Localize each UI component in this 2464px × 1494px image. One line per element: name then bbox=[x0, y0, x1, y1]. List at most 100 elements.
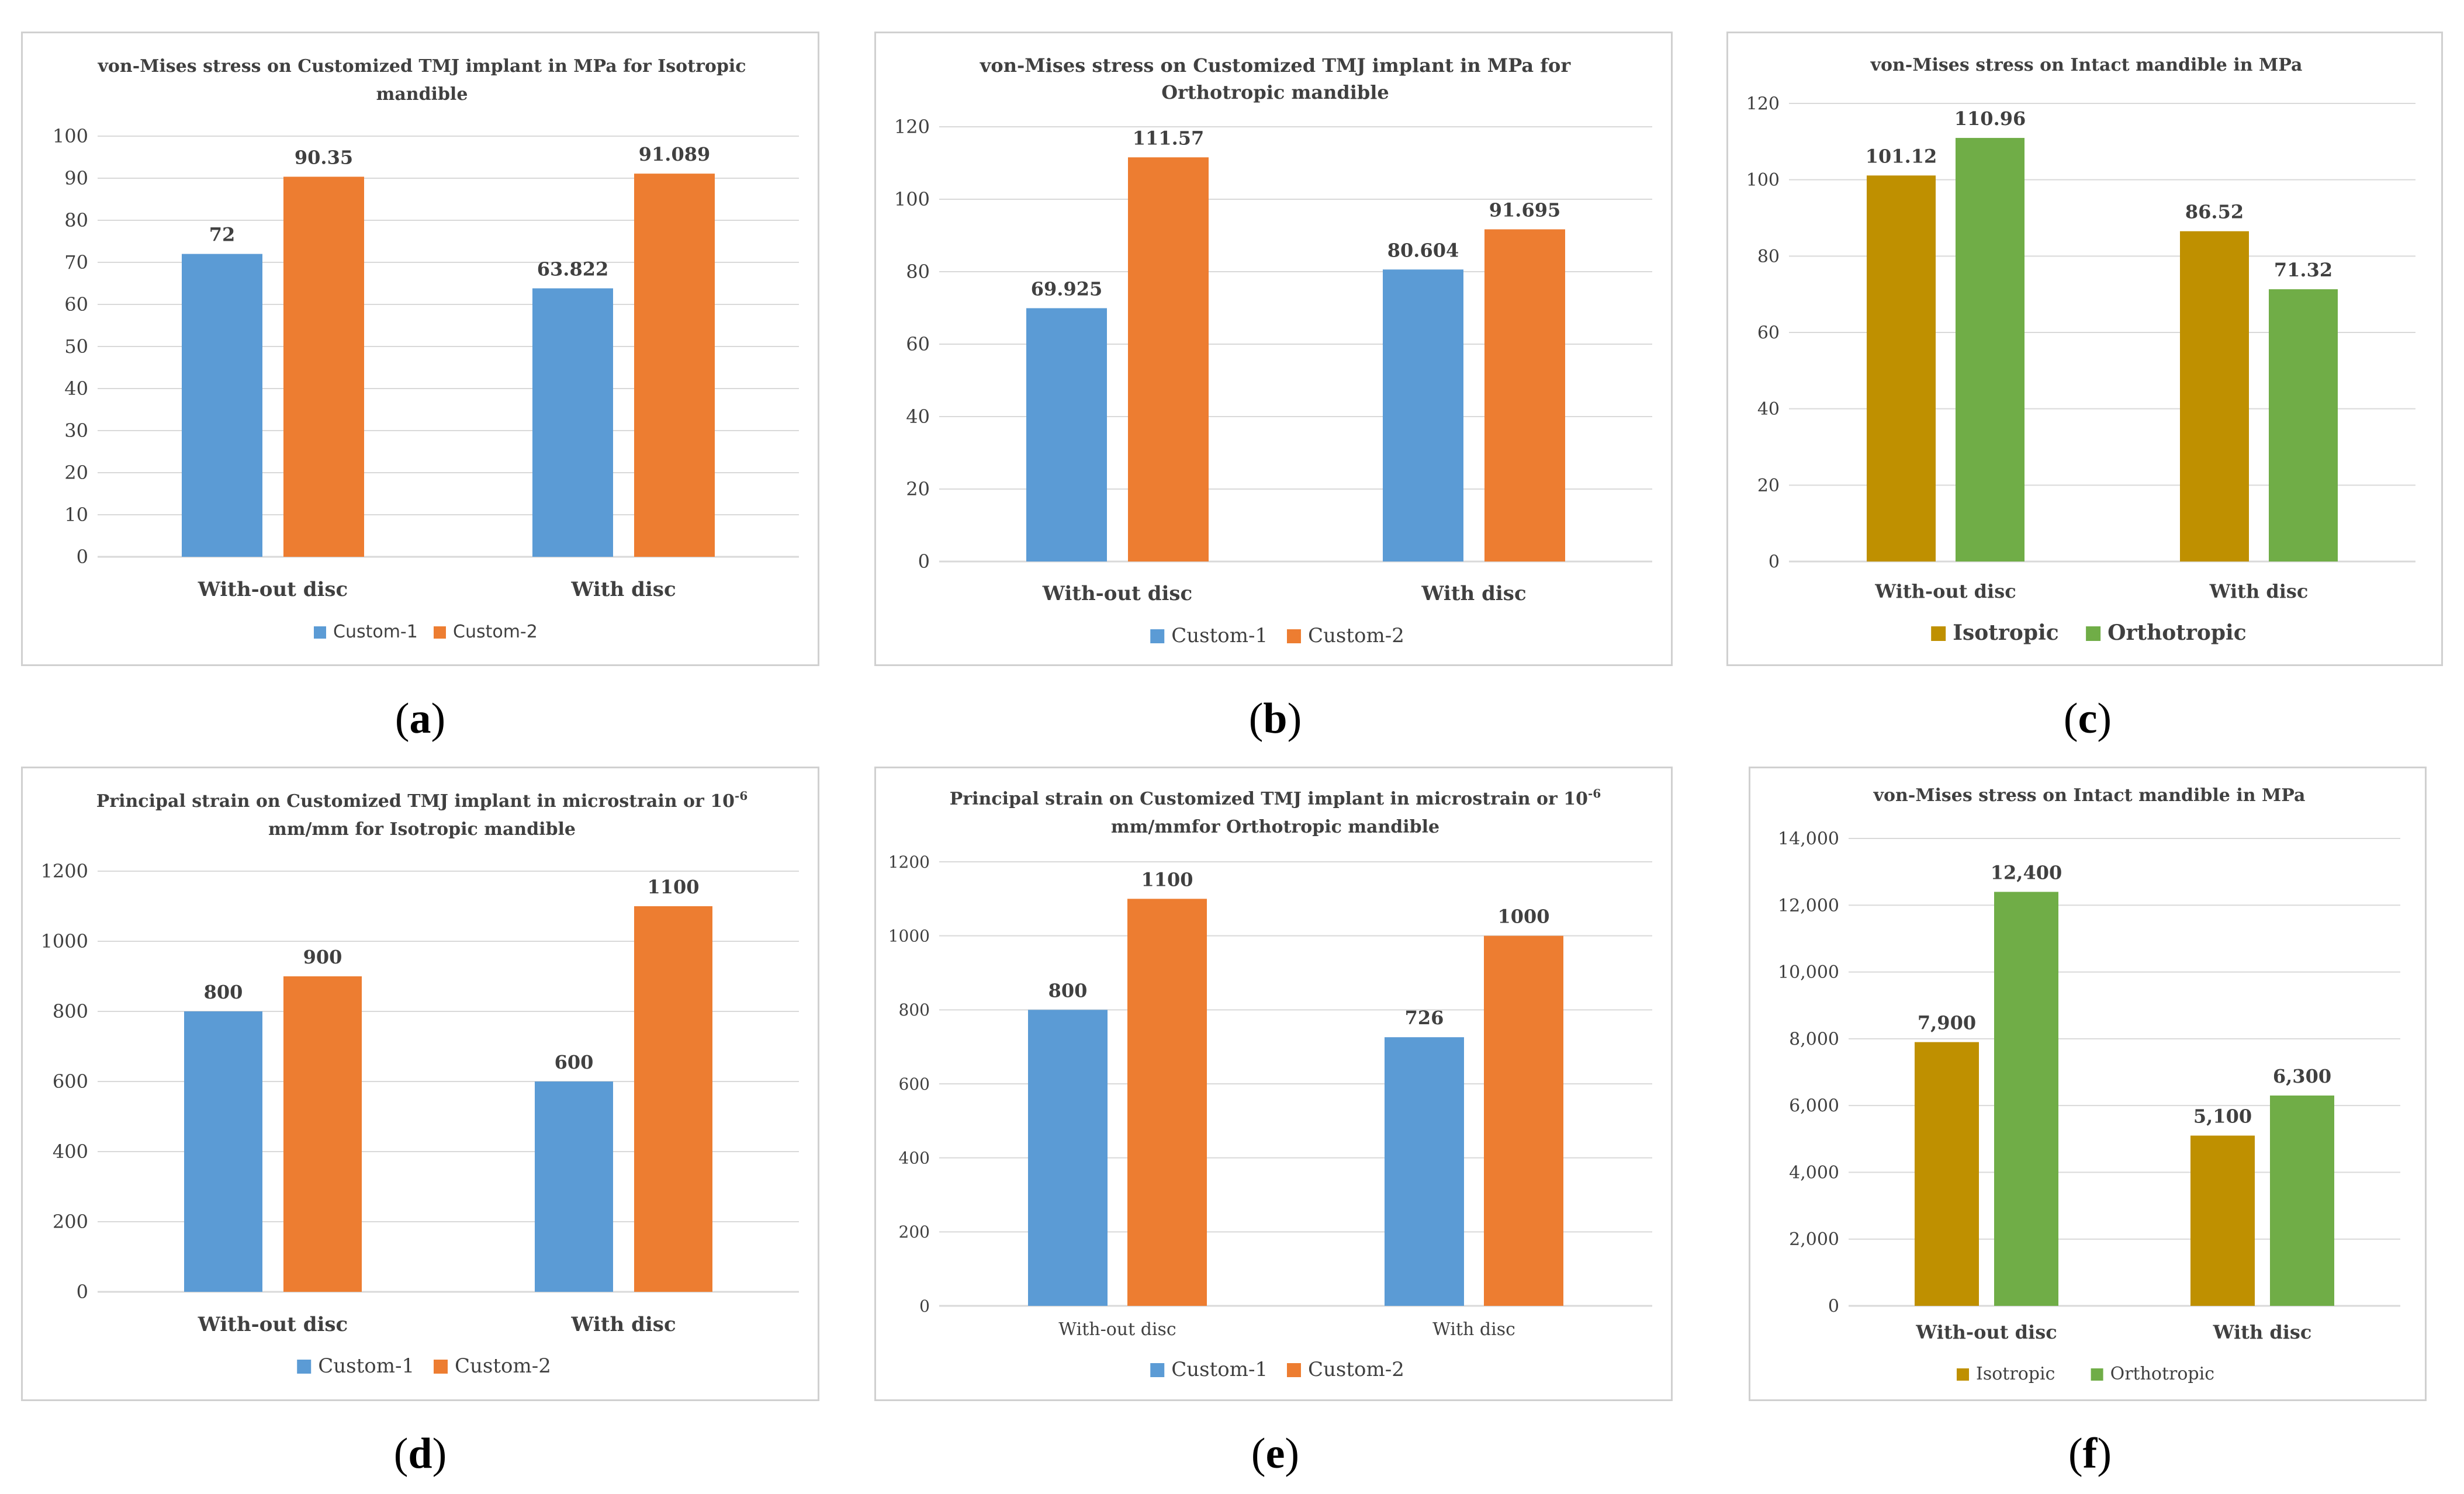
data-label: 800 bbox=[204, 981, 243, 1003]
x-category-label: With-out disc bbox=[198, 578, 348, 601]
y-tick-label: 80 bbox=[906, 261, 930, 283]
bar-orthotropic bbox=[1956, 138, 2025, 561]
chart-title-line-2: mm/mmfor Orthotropic mandible bbox=[1111, 817, 1439, 837]
y-tick-label: 6,000 bbox=[1789, 1096, 1839, 1117]
chart-title-line-2: Orthotropic mandible bbox=[1161, 81, 1389, 103]
bar-custom-2 bbox=[1484, 229, 1565, 562]
y-tick-label: 100 bbox=[894, 188, 930, 210]
y-tick-label: 400 bbox=[53, 1141, 88, 1163]
legend-label: Custom-2 bbox=[1308, 1358, 1404, 1381]
y-tick-label: 0 bbox=[918, 550, 930, 573]
chart-title-line-2: mandible bbox=[376, 84, 468, 105]
legend-swatch-custom-1 bbox=[1150, 1363, 1165, 1377]
chart-panel-d: Principal strain on Customized TMJ impla… bbox=[21, 767, 819, 1401]
y-tick-label: 1000 bbox=[888, 926, 930, 945]
y-tick-label: 400 bbox=[899, 1148, 930, 1167]
x-category-label: With disc bbox=[2213, 1321, 2312, 1343]
y-tick-label: 2,000 bbox=[1789, 1229, 1839, 1250]
caption-f: (f) bbox=[2068, 1430, 2112, 1478]
chart-f-svg: von-Mises stress on Intact mandible in M… bbox=[1778, 785, 2400, 1384]
data-label: 91.695 bbox=[1489, 199, 1560, 221]
y-tick-label: 1200 bbox=[41, 860, 88, 882]
legend-label: Isotropic bbox=[1976, 1364, 2055, 1384]
data-label: 80.604 bbox=[1387, 239, 1459, 261]
y-tick-label: 600 bbox=[53, 1070, 88, 1093]
chart-title-line-1: von-Mises stress on Intact mandible in M… bbox=[1870, 55, 2303, 75]
y-tick-label: 0 bbox=[1828, 1297, 1839, 1317]
y-tick-label: 100 bbox=[53, 125, 88, 147]
legend-label: Custom-1 bbox=[333, 622, 418, 642]
y-tick-label: 20 bbox=[906, 478, 930, 500]
chart-panel-a: von-Mises stress on Customized TMJ impla… bbox=[21, 32, 819, 666]
chart-panel-e: Principal strain on Customized TMJ impla… bbox=[874, 767, 1673, 1401]
bar-custom-2 bbox=[283, 976, 362, 1292]
legend-label: Custom-2 bbox=[453, 622, 538, 642]
y-tick-label: 80 bbox=[1757, 247, 1780, 267]
legend-label: Orthotropic bbox=[2110, 1364, 2214, 1384]
data-label: 600 bbox=[555, 1051, 594, 1073]
x-category-label: With-out disc bbox=[1042, 582, 1193, 605]
bar-custom-1 bbox=[1383, 269, 1463, 561]
data-label: 71.32 bbox=[2274, 259, 2333, 281]
y-tick-label: 200 bbox=[53, 1211, 88, 1233]
bar-custom-1 bbox=[1385, 1037, 1464, 1306]
data-label: 86.52 bbox=[2185, 201, 2244, 223]
y-tick-label: 60 bbox=[1757, 323, 1780, 344]
bar-custom-1 bbox=[535, 1081, 613, 1292]
data-label: 69.925 bbox=[1031, 278, 1102, 300]
legend-swatch-custom-1 bbox=[297, 1360, 312, 1374]
y-tick-label: 20 bbox=[64, 462, 88, 484]
data-label: 1100 bbox=[647, 876, 699, 898]
x-category-label: With disc bbox=[570, 1313, 676, 1336]
data-label: 900 bbox=[303, 946, 342, 968]
caption-c: (c) bbox=[2063, 695, 2112, 743]
bar-custom-2 bbox=[1484, 935, 1563, 1306]
x-category-label: With-out disc bbox=[1058, 1319, 1176, 1340]
y-tick-label: 40 bbox=[64, 377, 88, 400]
y-tick-label: 0 bbox=[77, 546, 88, 568]
data-label: 6,300 bbox=[2273, 1065, 2331, 1087]
y-tick-label: 60 bbox=[906, 333, 930, 355]
bar-custom-2 bbox=[634, 906, 712, 1292]
chart-a-svg: von-Mises stress on Customized TMJ impla… bbox=[53, 56, 799, 642]
y-tick-label: 800 bbox=[899, 1000, 930, 1020]
caption-a: (a) bbox=[394, 695, 446, 743]
legend-swatch-isotropic bbox=[1931, 626, 1946, 641]
y-tick-label: 200 bbox=[899, 1222, 930, 1242]
x-category-label: With-out disc bbox=[1874, 580, 2016, 602]
y-tick-label: 70 bbox=[64, 251, 88, 273]
y-tick-label: 50 bbox=[64, 335, 88, 358]
legend-swatch-isotropic bbox=[1957, 1368, 1969, 1381]
legend-swatch-orthotropic bbox=[2091, 1368, 2103, 1381]
y-tick-label: 8,000 bbox=[1789, 1029, 1839, 1049]
y-tick-label: 800 bbox=[53, 1000, 88, 1022]
data-label: 111.57 bbox=[1133, 127, 1204, 149]
chart-title-line-1: Principal strain on Customized TMJ impla… bbox=[96, 789, 748, 812]
y-tick-label: 120 bbox=[1746, 94, 1780, 115]
y-tick-label: 0 bbox=[77, 1281, 88, 1303]
legend-swatch-custom-2 bbox=[1287, 1363, 1301, 1377]
chart-panel-c: von-Mises stress on Intact mandible in M… bbox=[1726, 32, 2443, 666]
y-tick-label: 0 bbox=[919, 1297, 930, 1316]
legend-label: Custom-2 bbox=[1308, 624, 1404, 647]
bar-isotropic bbox=[2180, 231, 2249, 562]
caption-d: (d) bbox=[393, 1430, 447, 1478]
data-label: 90.35 bbox=[295, 146, 353, 168]
y-tick-label: 40 bbox=[1757, 399, 1780, 420]
chart-d-svg: Principal strain on Customized TMJ impla… bbox=[41, 789, 799, 1378]
y-tick-label: 90 bbox=[64, 167, 88, 189]
chart-title-line-2: mm/mm for Isotropic mandible bbox=[268, 819, 576, 840]
bar-custom-2 bbox=[283, 176, 364, 557]
data-label: 91.089 bbox=[639, 143, 710, 165]
bar-orthotropic bbox=[2269, 289, 2338, 561]
y-tick-label: 60 bbox=[64, 293, 88, 316]
y-tick-label: 10,000 bbox=[1778, 962, 1839, 983]
data-label: 7,900 bbox=[1918, 1012, 1976, 1034]
legend-label: Custom-1 bbox=[1171, 1358, 1268, 1381]
y-tick-label: 120 bbox=[894, 116, 930, 138]
chart-title-superscript: -6 bbox=[735, 789, 747, 803]
data-label: 110.96 bbox=[1954, 108, 2026, 130]
legend-swatch-custom-1 bbox=[314, 626, 326, 639]
data-label: 12,400 bbox=[1991, 861, 2062, 883]
legend-swatch-custom-2 bbox=[1287, 629, 1301, 643]
